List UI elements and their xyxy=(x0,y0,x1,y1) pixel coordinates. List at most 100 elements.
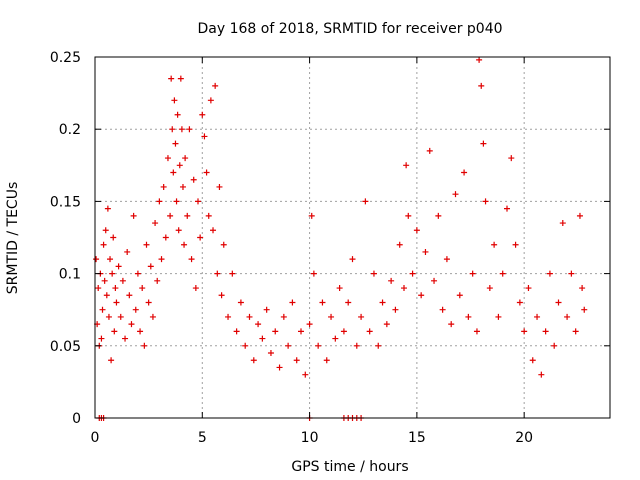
data-point xyxy=(336,285,343,292)
data-point xyxy=(128,321,135,328)
data-point xyxy=(174,111,181,118)
data-point xyxy=(308,212,315,219)
data-point xyxy=(353,342,360,349)
data-point xyxy=(508,155,515,162)
data-point xyxy=(332,335,339,342)
data-point xyxy=(259,335,266,342)
data-point xyxy=(216,183,223,190)
data-point xyxy=(521,328,528,335)
data-point xyxy=(93,256,100,263)
data-point xyxy=(405,212,412,219)
data-point xyxy=(542,328,549,335)
data-point xyxy=(100,241,107,248)
data-point xyxy=(201,133,208,140)
data-point xyxy=(179,183,186,190)
data-point xyxy=(162,234,169,241)
x-tick-label: 0 xyxy=(91,430,100,446)
data-point xyxy=(375,342,382,349)
data-point xyxy=(99,306,106,313)
data-point xyxy=(480,140,487,147)
data-point xyxy=(298,328,304,335)
data-point xyxy=(272,328,279,335)
data-point xyxy=(108,357,115,364)
data-point xyxy=(233,328,240,335)
data-point xyxy=(182,155,189,162)
data-point xyxy=(152,220,159,227)
y-axis-label: SRMTID / TECUs xyxy=(5,182,21,295)
data-point xyxy=(255,321,262,328)
data-point xyxy=(310,270,317,277)
data-point xyxy=(170,169,177,176)
data-point xyxy=(229,270,236,277)
data-point xyxy=(141,342,148,349)
data-point xyxy=(538,371,545,378)
data-point xyxy=(495,313,502,320)
data-point xyxy=(409,270,416,277)
data-point xyxy=(176,162,183,169)
data-point xyxy=(319,299,326,306)
data-point xyxy=(392,306,399,313)
data-point xyxy=(516,299,523,306)
data-point xyxy=(102,227,109,234)
data-point xyxy=(137,328,144,335)
data-point xyxy=(546,270,553,277)
data-point xyxy=(469,270,476,277)
data-point xyxy=(315,342,322,349)
data-point xyxy=(478,82,485,89)
data-point xyxy=(164,155,171,162)
data-point xyxy=(413,227,420,234)
data-point xyxy=(132,306,139,313)
data-point xyxy=(210,227,217,234)
data-points xyxy=(93,56,588,421)
data-point xyxy=(422,248,429,255)
data-point xyxy=(168,75,175,82)
data-point xyxy=(525,285,532,292)
x-axis-label: GPS time / hours xyxy=(291,459,408,475)
data-point xyxy=(124,248,131,255)
data-point xyxy=(218,292,225,299)
y-tick-label: 0.15 xyxy=(50,194,81,210)
data-point xyxy=(379,299,386,306)
data-point xyxy=(551,342,558,349)
data-point xyxy=(358,313,365,320)
data-point xyxy=(205,212,212,219)
data-point xyxy=(188,256,195,263)
x-tick-label: 5 xyxy=(198,430,207,446)
data-point xyxy=(104,205,111,212)
data-point xyxy=(529,357,536,364)
data-point xyxy=(109,270,116,277)
data-point xyxy=(197,234,204,241)
data-point xyxy=(160,183,167,190)
data-point xyxy=(461,169,468,176)
data-point xyxy=(149,313,156,320)
data-point xyxy=(117,313,124,320)
data-point xyxy=(396,241,403,248)
data-point xyxy=(95,285,102,292)
data-point xyxy=(439,306,446,313)
data-point xyxy=(559,220,566,227)
y-tick-label: 0.05 xyxy=(50,339,81,355)
x-tick-label: 20 xyxy=(515,430,533,446)
data-point xyxy=(147,263,154,270)
tick-labels: 0 5 10 15 20 0 0.05 0.1 0.15 0.2 0.25 xyxy=(50,50,533,446)
data-point xyxy=(435,212,442,219)
data-point xyxy=(465,313,472,320)
data-point xyxy=(564,313,571,320)
data-point xyxy=(190,176,197,183)
data-point xyxy=(177,75,184,82)
data-point xyxy=(107,256,114,263)
y-tick-label: 0 xyxy=(72,411,81,427)
data-point xyxy=(134,270,141,277)
data-point xyxy=(491,241,498,248)
data-point xyxy=(504,205,510,212)
data-point xyxy=(169,126,176,133)
data-point xyxy=(302,371,309,378)
data-point xyxy=(579,285,586,292)
data-point xyxy=(175,227,182,234)
data-point xyxy=(122,335,129,342)
data-point xyxy=(126,292,133,299)
data-point xyxy=(178,126,185,133)
data-point xyxy=(158,256,165,263)
data-point xyxy=(362,198,369,205)
